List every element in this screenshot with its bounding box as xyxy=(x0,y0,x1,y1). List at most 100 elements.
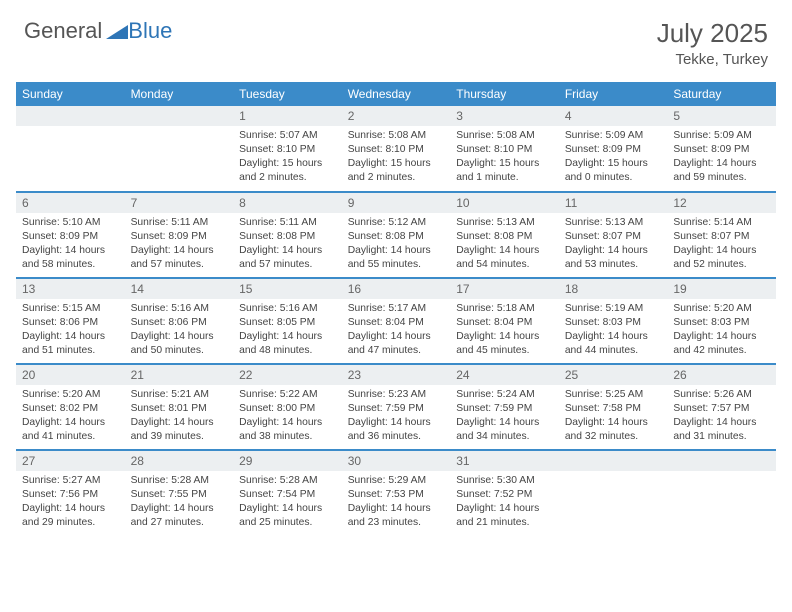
calendar-day-cell: 1Sunrise: 5:07 AMSunset: 8:10 PMDaylight… xyxy=(233,106,342,192)
day-number: 27 xyxy=(16,451,125,471)
sunrise-text: Sunrise: 5:28 AM xyxy=(239,474,336,488)
sunrise-text: Sunrise: 5:23 AM xyxy=(348,388,445,402)
sunset-text: Sunset: 7:54 PM xyxy=(239,488,336,502)
sunrise-text: Sunrise: 5:20 AM xyxy=(673,302,770,316)
day-number: 5 xyxy=(667,106,776,126)
sunset-text: Sunset: 8:09 PM xyxy=(131,230,228,244)
sunset-text: Sunset: 8:09 PM xyxy=(22,230,119,244)
weekday-header: Tuesday xyxy=(233,82,342,106)
calendar-day-cell: 3Sunrise: 5:08 AMSunset: 8:10 PMDaylight… xyxy=(450,106,559,192)
sunset-text: Sunset: 8:01 PM xyxy=(131,402,228,416)
sunrise-text: Sunrise: 5:11 AM xyxy=(131,216,228,230)
day-content: Sunrise: 5:08 AMSunset: 8:10 PMDaylight:… xyxy=(450,126,559,188)
day-number: 14 xyxy=(125,279,234,299)
day-number: 19 xyxy=(667,279,776,299)
sunset-text: Sunset: 7:52 PM xyxy=(456,488,553,502)
calendar-day-cell: 31Sunrise: 5:30 AMSunset: 7:52 PMDayligh… xyxy=(450,450,559,536)
daylight-text: Daylight: 14 hours and 31 minutes. xyxy=(673,416,770,444)
sunrise-text: Sunrise: 5:27 AM xyxy=(22,474,119,488)
day-number: 31 xyxy=(450,451,559,471)
sunrise-text: Sunrise: 5:16 AM xyxy=(239,302,336,316)
calendar-day-cell: 19Sunrise: 5:20 AMSunset: 8:03 PMDayligh… xyxy=(667,278,776,364)
calendar-day-cell: 2Sunrise: 5:08 AMSunset: 8:10 PMDaylight… xyxy=(342,106,451,192)
sunset-text: Sunset: 8:09 PM xyxy=(565,143,662,157)
calendar-week-row: 13Sunrise: 5:15 AMSunset: 8:06 PMDayligh… xyxy=(16,278,776,364)
daylight-text: Daylight: 14 hours and 25 minutes. xyxy=(239,502,336,530)
sunset-text: Sunset: 7:55 PM xyxy=(131,488,228,502)
day-content: Sunrise: 5:24 AMSunset: 7:59 PMDaylight:… xyxy=(450,385,559,447)
day-number: 18 xyxy=(559,279,668,299)
daylight-text: Daylight: 14 hours and 34 minutes. xyxy=(456,416,553,444)
day-content: Sunrise: 5:17 AMSunset: 8:04 PMDaylight:… xyxy=(342,299,451,361)
day-content: Sunrise: 5:22 AMSunset: 8:00 PMDaylight:… xyxy=(233,385,342,447)
sunrise-text: Sunrise: 5:18 AM xyxy=(456,302,553,316)
sunset-text: Sunset: 8:08 PM xyxy=(348,230,445,244)
daylight-text: Daylight: 14 hours and 48 minutes. xyxy=(239,330,336,358)
day-content: Sunrise: 5:19 AMSunset: 8:03 PMDaylight:… xyxy=(559,299,668,361)
daylight-text: Daylight: 14 hours and 36 minutes. xyxy=(348,416,445,444)
sunset-text: Sunset: 8:05 PM xyxy=(239,316,336,330)
day-number: 21 xyxy=(125,365,234,385)
calendar-day-cell: 17Sunrise: 5:18 AMSunset: 8:04 PMDayligh… xyxy=(450,278,559,364)
calendar-day-cell: 10Sunrise: 5:13 AMSunset: 8:08 PMDayligh… xyxy=(450,192,559,278)
day-content: Sunrise: 5:27 AMSunset: 7:56 PMDaylight:… xyxy=(16,471,125,533)
calendar-day-cell: 21Sunrise: 5:21 AMSunset: 8:01 PMDayligh… xyxy=(125,364,234,450)
sunset-text: Sunset: 7:58 PM xyxy=(565,402,662,416)
daylight-text: Daylight: 14 hours and 29 minutes. xyxy=(22,502,119,530)
day-number: 2 xyxy=(342,106,451,126)
sunrise-text: Sunrise: 5:07 AM xyxy=(239,129,336,143)
day-content: Sunrise: 5:30 AMSunset: 7:52 PMDaylight:… xyxy=(450,471,559,533)
sunset-text: Sunset: 8:03 PM xyxy=(673,316,770,330)
calendar-day-cell: 23Sunrise: 5:23 AMSunset: 7:59 PMDayligh… xyxy=(342,364,451,450)
day-content xyxy=(667,471,776,477)
day-content: Sunrise: 5:16 AMSunset: 8:05 PMDaylight:… xyxy=(233,299,342,361)
calendar-day-cell: 8Sunrise: 5:11 AMSunset: 8:08 PMDaylight… xyxy=(233,192,342,278)
day-content: Sunrise: 5:16 AMSunset: 8:06 PMDaylight:… xyxy=(125,299,234,361)
logo-text-general: General xyxy=(24,18,102,44)
day-number: 6 xyxy=(16,193,125,213)
sunset-text: Sunset: 8:04 PM xyxy=(456,316,553,330)
day-content: Sunrise: 5:13 AMSunset: 8:07 PMDaylight:… xyxy=(559,213,668,275)
day-number: 23 xyxy=(342,365,451,385)
day-number: 17 xyxy=(450,279,559,299)
daylight-text: Daylight: 14 hours and 39 minutes. xyxy=(131,416,228,444)
calendar-day-cell: 27Sunrise: 5:27 AMSunset: 7:56 PMDayligh… xyxy=(16,450,125,536)
calendar-table: Sunday Monday Tuesday Wednesday Thursday… xyxy=(16,82,776,536)
day-content: Sunrise: 5:08 AMSunset: 8:10 PMDaylight:… xyxy=(342,126,451,188)
day-content: Sunrise: 5:07 AMSunset: 8:10 PMDaylight:… xyxy=(233,126,342,188)
sunset-text: Sunset: 8:10 PM xyxy=(456,143,553,157)
day-number xyxy=(16,106,125,126)
daylight-text: Daylight: 14 hours and 52 minutes. xyxy=(673,244,770,272)
calendar-day-cell: 9Sunrise: 5:12 AMSunset: 8:08 PMDaylight… xyxy=(342,192,451,278)
title-block: July 2025 Tekke, Turkey xyxy=(657,18,768,68)
day-content: Sunrise: 5:09 AMSunset: 8:09 PMDaylight:… xyxy=(559,126,668,188)
day-number: 4 xyxy=(559,106,668,126)
day-number: 29 xyxy=(233,451,342,471)
sunset-text: Sunset: 7:57 PM xyxy=(673,402,770,416)
calendar-day-cell: 18Sunrise: 5:19 AMSunset: 8:03 PMDayligh… xyxy=(559,278,668,364)
sunrise-text: Sunrise: 5:28 AM xyxy=(131,474,228,488)
day-content: Sunrise: 5:09 AMSunset: 8:09 PMDaylight:… xyxy=(667,126,776,188)
weekday-header: Saturday xyxy=(667,82,776,106)
sunrise-text: Sunrise: 5:17 AM xyxy=(348,302,445,316)
daylight-text: Daylight: 15 hours and 1 minute. xyxy=(456,157,553,185)
daylight-text: Daylight: 14 hours and 51 minutes. xyxy=(22,330,119,358)
sunrise-text: Sunrise: 5:29 AM xyxy=(348,474,445,488)
calendar-day-cell: 26Sunrise: 5:26 AMSunset: 7:57 PMDayligh… xyxy=(667,364,776,450)
daylight-text: Daylight: 14 hours and 55 minutes. xyxy=(348,244,445,272)
day-number: 26 xyxy=(667,365,776,385)
calendar-day-cell: 6Sunrise: 5:10 AMSunset: 8:09 PMDaylight… xyxy=(16,192,125,278)
daylight-text: Daylight: 14 hours and 50 minutes. xyxy=(131,330,228,358)
sunset-text: Sunset: 8:10 PM xyxy=(239,143,336,157)
calendar-day-cell xyxy=(667,450,776,536)
calendar-day-cell xyxy=(559,450,668,536)
daylight-text: Daylight: 14 hours and 58 minutes. xyxy=(22,244,119,272)
sunset-text: Sunset: 7:59 PM xyxy=(456,402,553,416)
day-content: Sunrise: 5:28 AMSunset: 7:54 PMDaylight:… xyxy=(233,471,342,533)
sunset-text: Sunset: 8:08 PM xyxy=(456,230,553,244)
day-number: 25 xyxy=(559,365,668,385)
day-number: 3 xyxy=(450,106,559,126)
sunrise-text: Sunrise: 5:13 AM xyxy=(565,216,662,230)
day-number: 22 xyxy=(233,365,342,385)
day-content xyxy=(16,126,125,132)
